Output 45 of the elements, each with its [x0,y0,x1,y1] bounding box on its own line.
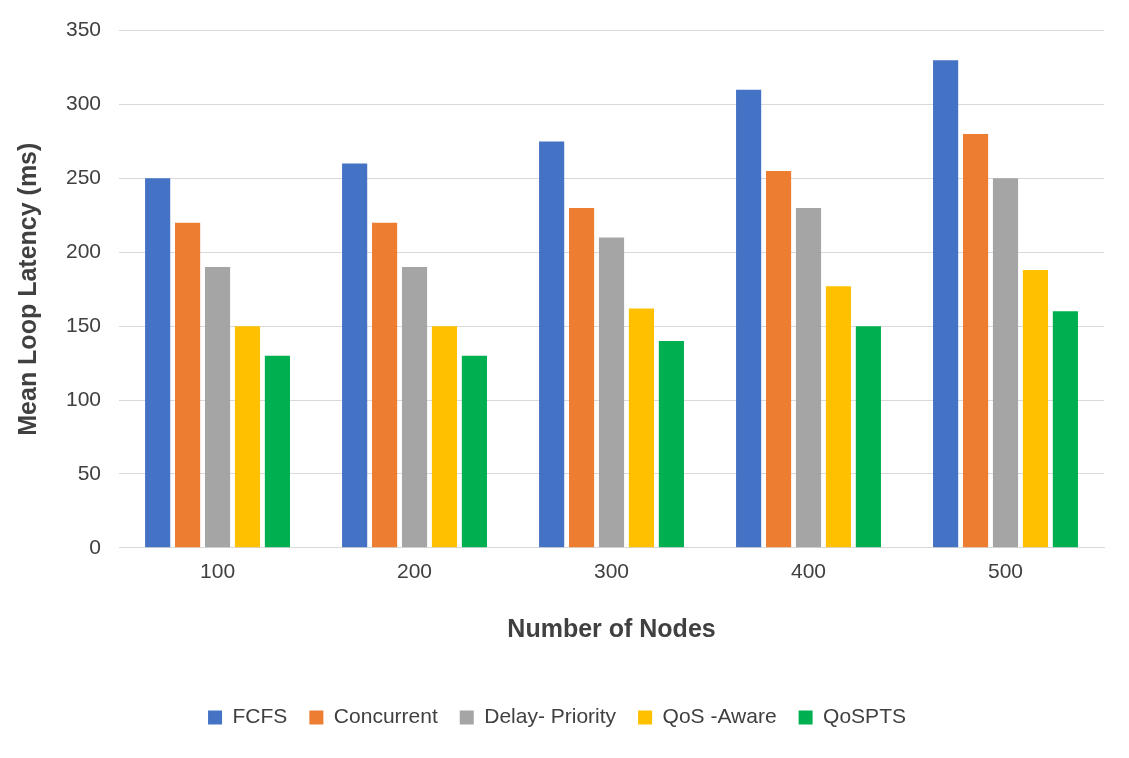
bar [1022,269,1049,548]
bar [933,60,959,548]
legend-label: FCFS [232,704,288,728]
y-axis-title: Mean Loop Latency (ms) [12,142,41,436]
y-tick-label: 150 [65,312,102,336]
bar [736,89,762,548]
x-tick-label: 100 [200,559,236,583]
bar [825,286,852,548]
y-tick-label: 100 [65,386,102,410]
y-tick-label: 350 [65,17,102,41]
x-tick-label: 400 [790,559,827,583]
bar [431,326,458,548]
bar [628,308,655,548]
legend-label: QoSPTS [823,704,906,728]
bar [401,267,428,548]
x-axis-title: Number of Nodes [507,613,716,642]
legend-label: QoS -Aware [662,704,777,728]
x-tick-label: 200 [397,559,433,583]
bar [765,170,792,548]
legend-label: Delay- Priority [484,704,617,728]
bar [658,340,684,548]
bar [539,141,565,548]
bar [461,355,487,548]
bar [795,207,822,548]
bar [175,222,201,548]
bar [204,267,231,548]
x-tick-label: 300 [594,559,630,583]
bar [234,326,261,548]
bar [598,237,625,548]
bar [855,326,881,548]
y-tick-label: 300 [65,91,102,115]
y-tick-label: 50 [77,460,102,484]
bar [992,178,1019,548]
y-tick-label: 0 [89,534,102,558]
bar [372,222,398,548]
bar [569,207,595,548]
bar [342,163,368,548]
bar [962,134,989,548]
bar [145,178,171,548]
legend-label: Concurrent [333,704,438,728]
y-tick-label: 200 [65,239,102,263]
y-tick-label: 250 [65,165,102,189]
x-tick-label: 500 [987,559,1024,583]
bar [264,355,290,548]
bar [1052,311,1078,548]
